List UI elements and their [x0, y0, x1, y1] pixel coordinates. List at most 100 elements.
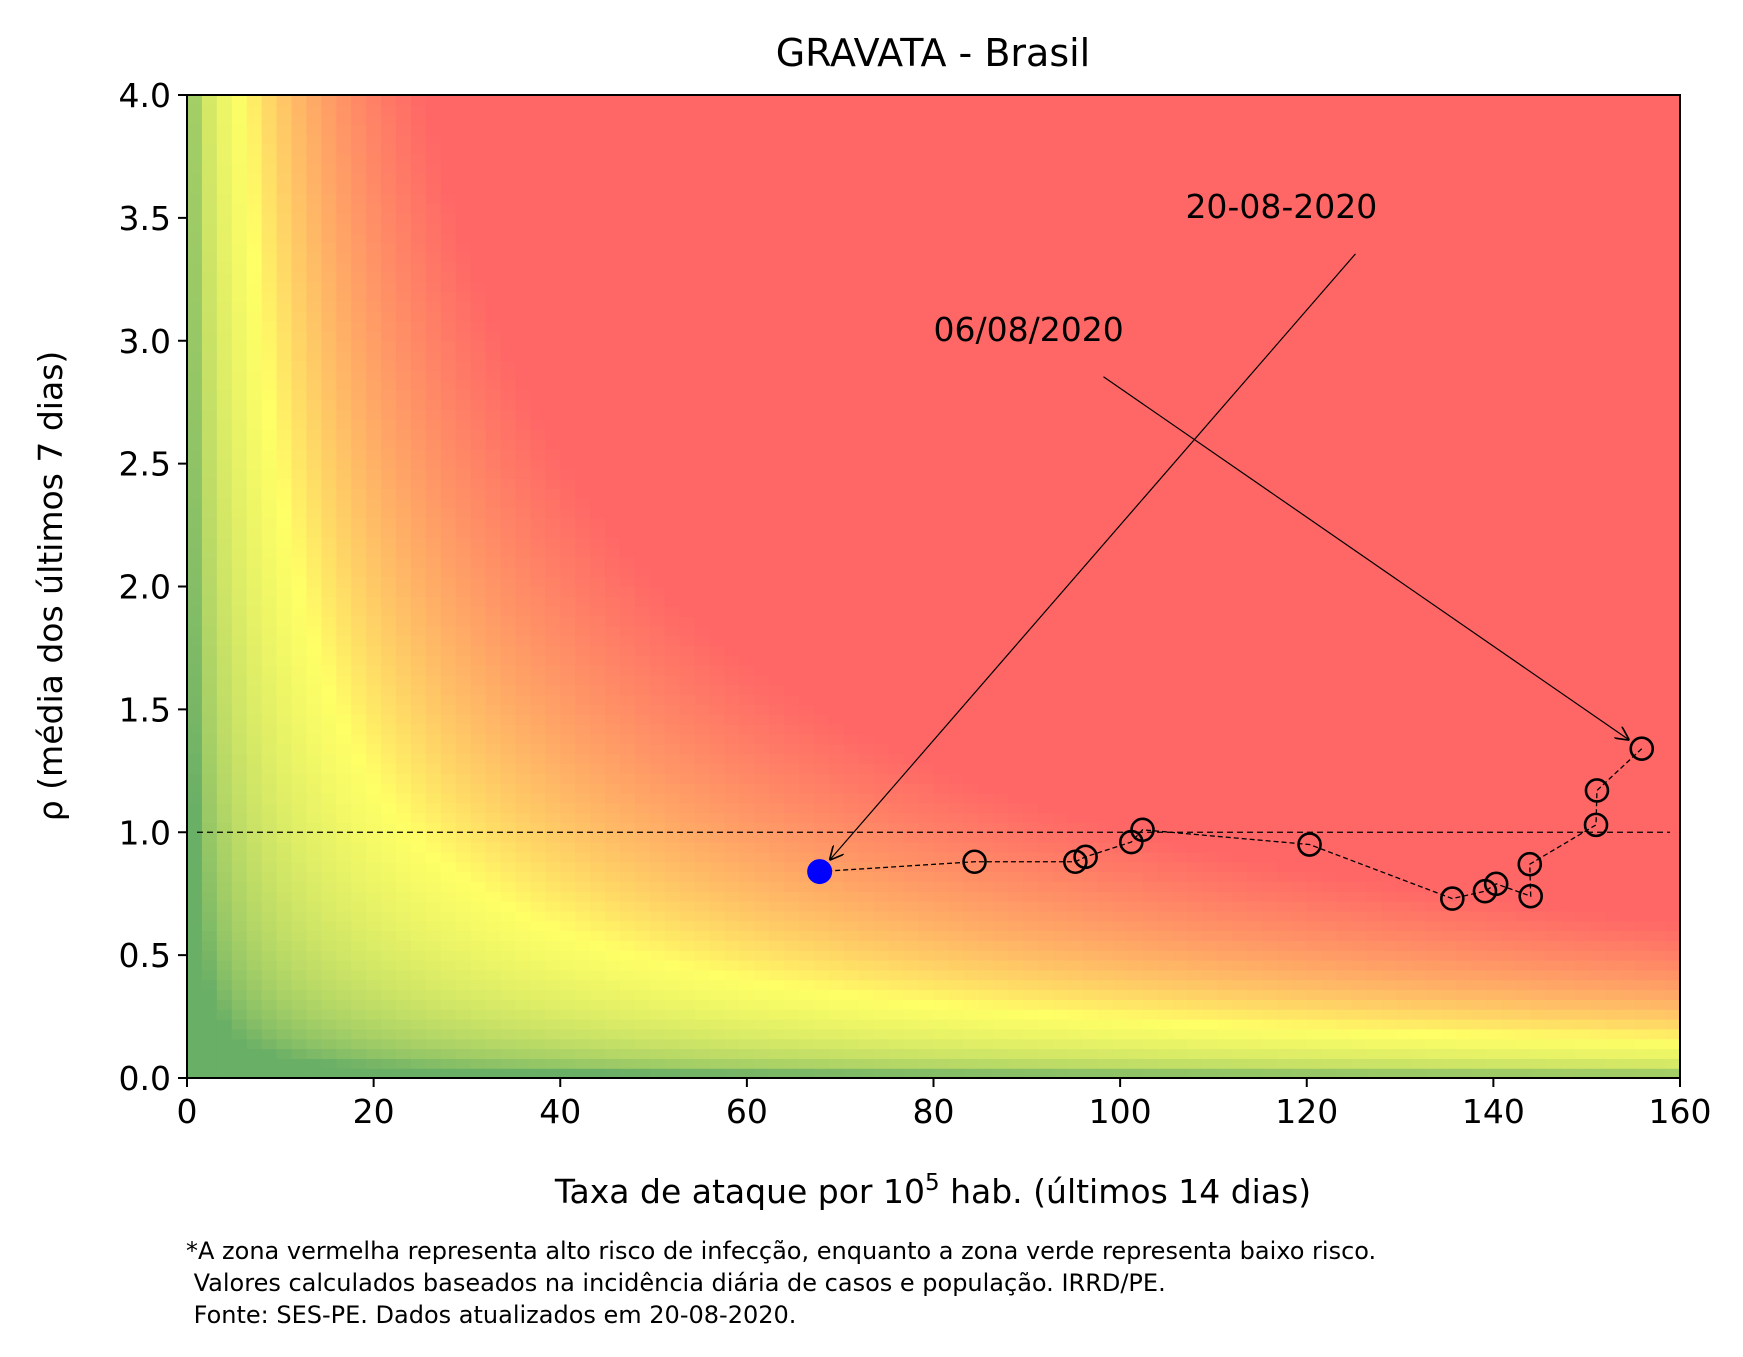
heatmap-cell: [440, 439, 457, 450]
heatmap-cell: [291, 1058, 308, 1069]
heatmap-cell: [769, 429, 785, 440]
heatmap-cell: [216, 950, 233, 961]
heatmap-cell: [709, 635, 726, 647]
heatmap-cell: [381, 212, 397, 224]
heatmap-cell: [634, 507, 651, 519]
heatmap-cell: [425, 458, 442, 470]
heatmap-cell: [769, 193, 785, 204]
heatmap-cell: [769, 271, 785, 283]
heatmap-cell: [784, 311, 800, 322]
heatmap-cell: [634, 409, 651, 420]
heatmap-cell: [291, 615, 308, 627]
heatmap-cell: [515, 635, 531, 647]
heatmap-cell: [366, 458, 382, 470]
heatmap-cell: [664, 714, 681, 725]
heatmap-cell: [396, 596, 412, 607]
heatmap-cell: [679, 507, 696, 519]
heatmap-cell: [276, 203, 293, 214]
heatmap-cell: [694, 95, 711, 106]
heatmap-cell: [545, 645, 561, 656]
heatmap-cell: [694, 655, 711, 666]
heatmap-cell: [246, 773, 263, 784]
heatmap-cell: [216, 1019, 233, 1030]
heatmap-cell: [545, 615, 561, 627]
heatmap-cell: [888, 920, 905, 932]
heatmap-cell: [724, 183, 741, 194]
heatmap-cell: [321, 360, 337, 371]
heatmap-cell: [679, 547, 696, 558]
heatmap-cell: [903, 861, 920, 873]
heatmap-cell: [381, 173, 397, 185]
heatmap-cell: [231, 920, 248, 932]
heatmap-cell: [754, 537, 770, 548]
heatmap-cell: [560, 95, 576, 106]
heatmap-cell: [888, 547, 905, 558]
heatmap-cell: [873, 163, 890, 175]
heatmap-cell: [261, 173, 278, 185]
heatmap-cell: [784, 517, 800, 529]
heatmap-cell: [321, 615, 337, 627]
heatmap-cell: [814, 291, 830, 303]
heatmap-cell: [455, 1048, 472, 1059]
heatmap-cell: [515, 114, 531, 126]
heatmap-cell: [649, 301, 666, 312]
heatmap-cell: [888, 222, 905, 234]
heatmap-cell: [306, 802, 322, 814]
heatmap-cell: [201, 193, 218, 204]
heatmap-cell: [201, 920, 218, 932]
heatmap-cell: [515, 448, 531, 460]
heatmap-cell: [814, 114, 830, 126]
heatmap-cell: [455, 625, 472, 637]
heatmap-cell: [231, 311, 248, 322]
heatmap-cell: [649, 694, 666, 706]
heatmap-cell: [769, 596, 785, 607]
heatmap-cell: [515, 950, 531, 961]
heatmap-cell: [321, 743, 337, 755]
heatmap-cell: [784, 930, 800, 941]
heatmap-cell: [664, 615, 681, 627]
heatmap-cell: [634, 1038, 651, 1050]
heatmap-cell: [634, 153, 651, 165]
heatmap-cell: [470, 645, 487, 656]
heatmap-cell: [336, 674, 352, 686]
heatmap-cell: [649, 183, 666, 194]
heatmap-cell: [873, 507, 890, 519]
heatmap-cell: [858, 134, 875, 145]
heatmap-cell: [351, 979, 367, 991]
heatmap-cell: [187, 429, 203, 440]
heatmap-cell: [739, 615, 755, 627]
heatmap-cell: [201, 153, 218, 165]
heatmap-cell: [888, 724, 905, 735]
heatmap-cell: [455, 930, 472, 941]
heatmap-cell: [306, 252, 322, 263]
heatmap-cell: [515, 606, 531, 617]
heatmap-cell: [336, 1019, 352, 1030]
heatmap-cell: [276, 183, 293, 194]
heatmap-cell: [261, 252, 278, 263]
heatmap-cell: [440, 104, 457, 116]
heatmap-cell: [351, 222, 367, 234]
heatmap-cell: [769, 586, 785, 597]
heatmap-cell: [261, 301, 278, 312]
heatmap-cell: [336, 763, 352, 774]
heatmap-cell: [575, 95, 591, 106]
heatmap-cell: [739, 714, 755, 725]
heatmap-cell: [784, 674, 800, 686]
heatmap-cell: [485, 704, 502, 715]
heatmap-cell: [724, 203, 741, 214]
heatmap-cell: [396, 773, 412, 784]
heatmap-cell: [410, 409, 427, 420]
heatmap-cell: [903, 1038, 920, 1050]
heatmap-cell: [366, 478, 382, 489]
heatmap-cell: [246, 1068, 263, 1078]
heatmap-cell: [366, 763, 382, 774]
heatmap-cell: [709, 891, 726, 902]
heatmap-cell: [754, 684, 770, 696]
heatmap-cell: [396, 1019, 412, 1030]
heatmap-cell: [560, 586, 576, 597]
heatmap-cell: [709, 321, 726, 332]
heatmap-cell: [410, 193, 427, 204]
heatmap-cell: [216, 173, 233, 185]
heatmap-cell: [306, 262, 322, 273]
heatmap-cell: [366, 517, 382, 529]
